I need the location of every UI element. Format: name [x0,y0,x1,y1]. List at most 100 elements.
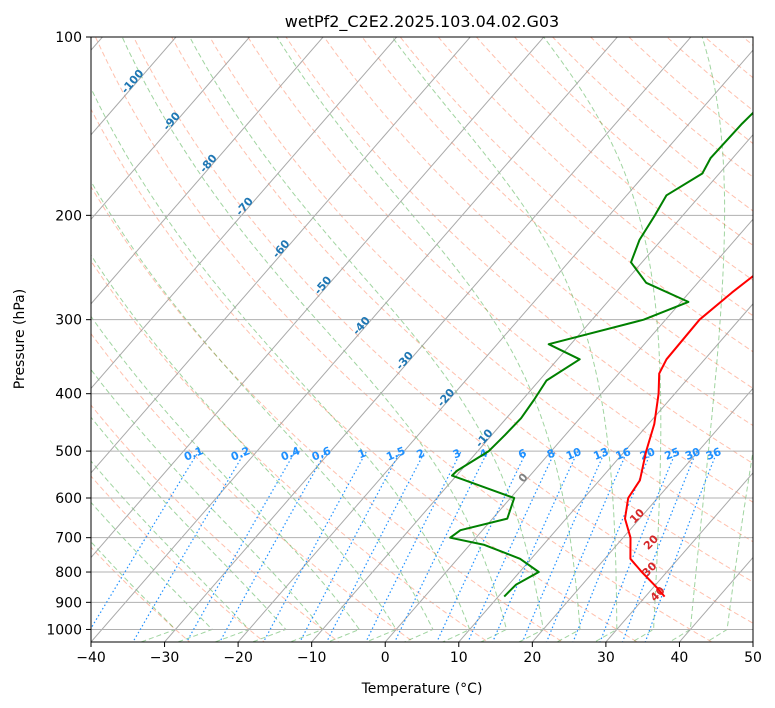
isotherm-line [91,37,619,642]
mixing-ratio-line [436,450,528,642]
y-tick-label: 300 [55,313,82,329]
mixing-ratio-line [521,450,606,642]
x-tick-label: 50 [744,650,762,666]
mixing-ratio-line [467,450,556,642]
moist-adiabat-line [91,416,287,642]
isotherm-label: 0 [516,471,531,486]
dry-adiabat-line [475,37,753,281]
x-tick-label: −20 [223,650,253,666]
moist-adiabat-line [91,460,250,642]
mixing-ratio-line [185,450,296,642]
mixing-ratio-line [365,450,462,642]
mixing-ratio-label: 8 [545,446,557,461]
mixing-ratio-line [299,450,401,642]
mixing-ratio-line [132,450,247,642]
background-lines [91,37,753,642]
moist-adiabat-line [705,448,753,642]
isotherm-label: -40 [350,314,373,338]
mixing-ratio-label: 20 [638,445,657,463]
dry-adiabat-line [704,37,753,79]
mixing-ratio-line [394,450,489,642]
isotherm-label: -30 [393,349,416,373]
mixing-ratio-label: 3 [451,446,463,461]
isotherm-line [384,218,753,642]
dry-adiabat-line [91,404,340,642]
y-tick-label: 700 [55,531,82,547]
isotherm-line [311,133,753,642]
moist-adiabat-label: 10 [627,506,647,526]
mixing-ratio-line [219,450,327,642]
moist-adiabat-line [543,37,662,642]
x-tick-label: −30 [150,650,180,666]
isotherm-label: -70 [233,195,256,219]
moist-adiabat-line [276,37,581,642]
dry-adiabat-line [247,37,753,503]
x-tick-label: 10 [450,650,468,666]
mixing-ratio-line [644,450,718,642]
moist-adiabat-line [668,37,726,642]
dewpoint-line [449,111,753,598]
isotherm-label: -90 [160,109,183,133]
moist-adiabat-line [91,368,324,642]
isotherm-line [91,37,324,305]
isotherm-label: -100 [119,67,147,97]
isotherm-line [91,37,177,136]
mixing-ratio-label: 30 [683,445,702,463]
isotherm-line [531,387,753,642]
isotherm-line [163,37,692,642]
mixing-ratio-label: 2 [415,446,427,461]
isotherm-line [91,37,251,221]
moist-adiabat-label: 40 [648,584,668,604]
x-tick-label: −40 [76,650,106,666]
moist-adiabat-line [91,315,361,642]
dry-adiabat-line [437,37,753,317]
mixing-ratio-label: 0.1 [182,444,205,463]
dry-adiabat-line [323,37,753,427]
dry-adiabat-line [94,37,713,642]
x-tick-label: −10 [297,650,327,666]
isotherm-line [91,37,398,390]
chart-title: wetPf2_C2E2.2025.103.04.02.G03 [285,12,559,32]
y-tick-label: 200 [55,208,82,224]
mixing-ratio-line [262,450,368,642]
dry-adiabat-line [399,37,753,353]
y-tick-label: 100 [55,30,82,46]
isotherm-line [237,49,753,642]
x-tick-label: 40 [671,650,689,666]
dry-adiabat-line [91,108,639,642]
isotherm-line [91,37,545,559]
dry-adiabat-line [132,37,753,624]
y-tick-label: 400 [55,387,82,403]
x-tick-label: 30 [597,650,615,666]
mixing-ratio-label: 13 [592,445,611,463]
mixing-ratio-line [492,450,579,642]
mixing-ratio-label: 0.6 [310,444,333,463]
mixing-ratio-label: 1 [356,446,368,461]
mixing-ratio-label: 25 [663,445,682,463]
x-tick-label: 0 [381,650,390,666]
isotherm-label: -50 [312,273,335,297]
isotherm-line [605,472,753,642]
isotherm-line [458,303,753,642]
mixing-ratio-label: 0.4 [279,444,302,463]
x-axis: −40 −30 −20 −10 0 10 20 30 40 50 [76,642,762,666]
dry-adiabat-line [209,37,753,543]
dry-adiabat-line [91,332,415,642]
mixing-ratio-label: 16 [614,445,633,463]
y-tick-label: 800 [55,565,82,581]
dry-adiabat-line [589,37,753,178]
mixing-ratio-line [545,450,628,642]
mixing-ratio-label: 10 [564,445,583,463]
moist-adiabat-line [91,180,434,642]
x-tick-label: 20 [523,650,541,666]
mixing-ratio-label: 36 [704,445,723,463]
y-tick-label: 1000 [46,622,82,638]
moist-adiabat-line [121,37,508,642]
dry-adiabat-line [91,185,564,642]
dry-adiabat-line [91,546,191,642]
dry-adiabat-line [171,37,753,583]
y-tick-label: 900 [55,595,82,611]
plot-frame [90,36,754,643]
isotherm-line [91,37,471,474]
